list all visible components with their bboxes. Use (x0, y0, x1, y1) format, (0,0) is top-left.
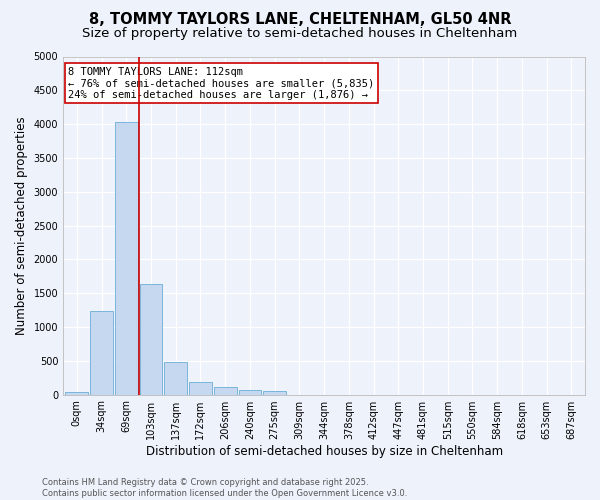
X-axis label: Distribution of semi-detached houses by size in Cheltenham: Distribution of semi-detached houses by … (146, 444, 503, 458)
Y-axis label: Number of semi-detached properties: Number of semi-detached properties (15, 116, 28, 335)
Bar (214, 387, 236, 394)
Bar (164, 362, 187, 394)
Bar (140, 284, 163, 395)
Bar (263, 391, 286, 394)
Bar (189, 382, 212, 394)
Bar (239, 390, 261, 394)
Text: 8, TOMMY TAYLORS LANE, CHELTENHAM, GL50 4NR: 8, TOMMY TAYLORS LANE, CHELTENHAM, GL50 … (89, 12, 511, 28)
Bar (90, 312, 113, 394)
Bar (65, 392, 88, 394)
Bar (115, 122, 137, 394)
Text: 8 TOMMY TAYLORS LANE: 112sqm
← 76% of semi-detached houses are smaller (5,835)
2: 8 TOMMY TAYLORS LANE: 112sqm ← 76% of se… (68, 66, 374, 100)
Text: Contains HM Land Registry data © Crown copyright and database right 2025.
Contai: Contains HM Land Registry data © Crown c… (42, 478, 407, 498)
Text: Size of property relative to semi-detached houses in Cheltenham: Size of property relative to semi-detach… (82, 28, 518, 40)
